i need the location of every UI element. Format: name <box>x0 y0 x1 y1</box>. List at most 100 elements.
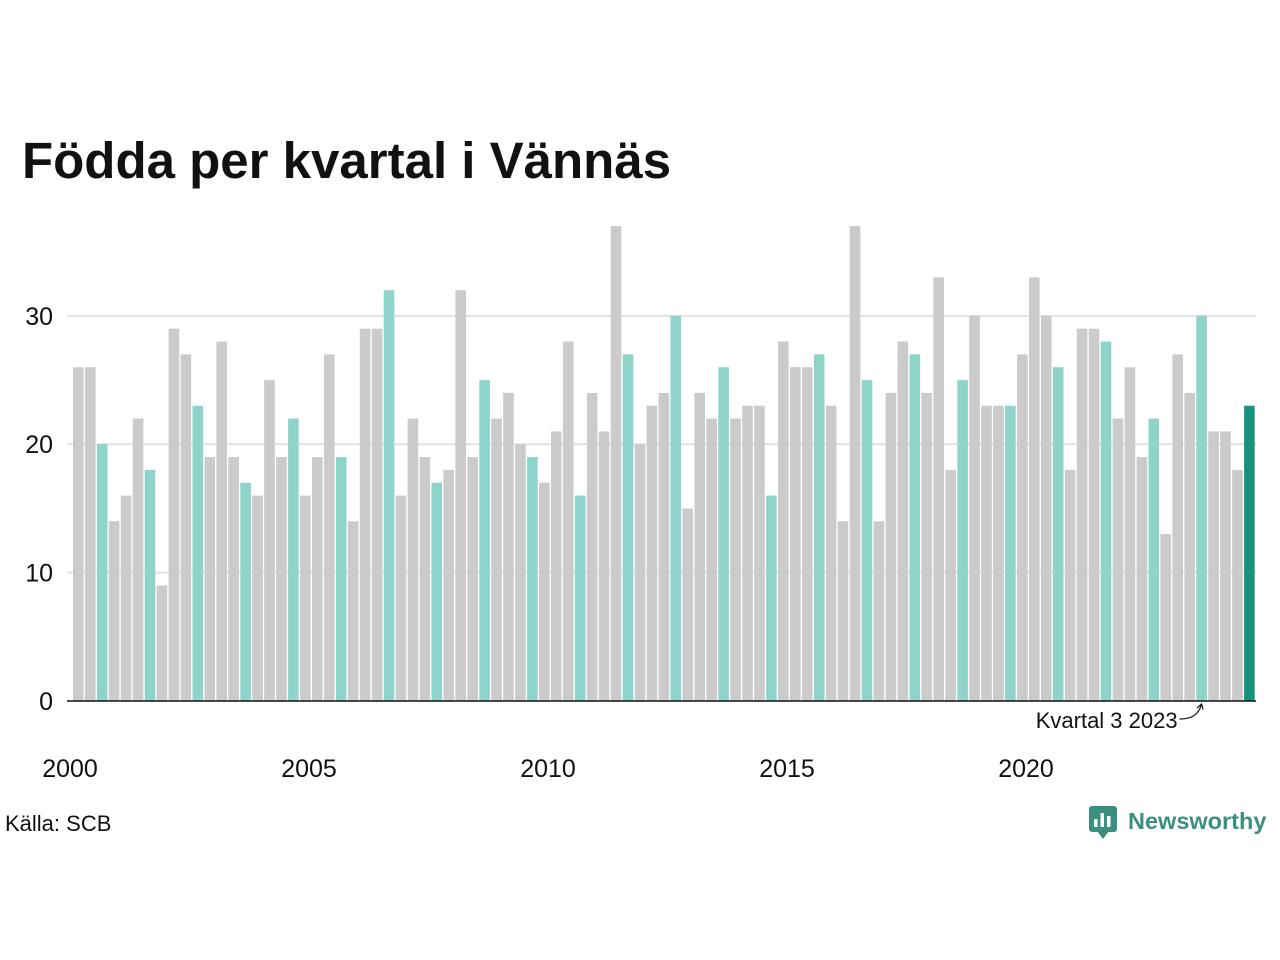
bar-2006-q3 <box>383 290 395 701</box>
bar-2007-q3 <box>431 482 443 701</box>
bar-2008-q3 <box>479 380 490 701</box>
x-tick-label: 2000 <box>42 755 98 783</box>
bar-2009-q2 <box>515 444 526 701</box>
bar-2005-q1 <box>312 457 323 701</box>
x-tick-label: 2015 <box>759 755 815 783</box>
newsworthy-logo-text: Newsworthy <box>1128 808 1266 834</box>
bar-2008-q4 <box>491 418 502 701</box>
y-tick-label: 30 <box>25 303 53 331</box>
bar-2014-q1 <box>742 405 753 701</box>
bar-2002-q1 <box>168 328 180 701</box>
bar-2017-q4 <box>921 392 933 701</box>
bar-2000-q2 <box>84 367 96 701</box>
bar-2020-q4 <box>1064 469 1076 701</box>
bar-2009-q1 <box>503 392 514 701</box>
bar-2015-q2 <box>801 367 813 701</box>
bar-2007-q1 <box>407 418 419 701</box>
bar-2022-q1 <box>1124 367 1136 701</box>
bar-2024-q2 <box>1232 469 1243 701</box>
bar-2000-q3 <box>96 444 108 701</box>
bar-2016-q2 <box>849 226 861 701</box>
y-tick-label: 20 <box>25 431 53 459</box>
bar-2010-q3 <box>574 495 586 701</box>
bar-2010-q1 <box>551 431 562 701</box>
bar-2007-q4 <box>443 469 455 701</box>
bar-2024-q3 <box>1244 405 1255 701</box>
bar-2016-q4 <box>873 521 885 701</box>
bar-2003-q4 <box>252 495 263 701</box>
bar-2013-q4 <box>730 418 741 701</box>
bar-2016-q1 <box>837 521 849 701</box>
bar-2014-q4 <box>778 341 789 701</box>
bar-2003-q1 <box>216 341 227 701</box>
bar-2018-q2 <box>945 469 956 701</box>
y-tick-label: 10 <box>25 560 53 588</box>
bar-2005-q2 <box>323 354 335 701</box>
bar-2004-q1 <box>264 380 275 701</box>
bar-2015-q4 <box>825 405 837 701</box>
x-tick-label: 2010 <box>520 755 576 783</box>
bar-2009-q4 <box>539 482 550 701</box>
bar-2022-q3 <box>1148 418 1160 701</box>
source-note: Källa: SCB <box>5 811 111 836</box>
bar-2019-q4 <box>1017 354 1028 701</box>
bar-2022-q2 <box>1136 457 1148 701</box>
bar-2018-q4 <box>969 315 980 701</box>
bar-2017-q2 <box>897 341 909 701</box>
bar-2020-q3 <box>1052 367 1064 701</box>
bar-2012-q4 <box>682 508 694 701</box>
bar-2006-q4 <box>395 495 407 701</box>
bar-2016-q3 <box>861 380 873 701</box>
bar-2006-q2 <box>371 328 383 701</box>
bar-2011-q2 <box>610 226 622 701</box>
bar-2023-q3 <box>1196 315 1207 701</box>
bar-2002-q3 <box>192 405 204 701</box>
bar-2020-q1 <box>1029 277 1040 701</box>
bar-2014-q2 <box>754 405 765 701</box>
bar-2012-q1 <box>646 405 658 701</box>
bar-2018-q3 <box>957 380 968 701</box>
annotation-label: Kvartal 3 2023 <box>1036 708 1178 733</box>
plot-area: 0 10 20 30 2000 2005 2010 2015 2020 Kvartal 3 202… <box>25 226 1256 783</box>
bar-2011-q1 <box>598 431 610 701</box>
bar-2002-q2 <box>180 354 192 701</box>
bar-2017-q3 <box>909 354 921 701</box>
bar-2021-q2 <box>1088 328 1100 701</box>
bar-2017-q1 <box>885 392 897 701</box>
bar-2008-q1 <box>455 290 466 701</box>
bar-2015-q3 <box>813 354 825 701</box>
bar-2013-q1 <box>694 392 705 701</box>
bar-2008-q2 <box>467 457 478 701</box>
bar-2005-q4 <box>347 521 359 701</box>
bar-2013-q2 <box>706 418 717 701</box>
bar-2007-q2 <box>419 457 431 701</box>
bar-2011-q4 <box>634 444 646 701</box>
bar-2010-q4 <box>586 392 598 701</box>
bar-2019-q2 <box>993 405 1004 701</box>
bar-2021-q1 <box>1076 328 1088 701</box>
bar-2019-q3 <box>1005 405 1016 701</box>
bar-2001-q2 <box>132 418 144 701</box>
bar-2010-q2 <box>562 341 574 701</box>
chart-title: Födda per kvartal i Vännäs <box>22 132 671 189</box>
bar-2001-q4 <box>156 585 168 701</box>
bar-2023-q2 <box>1184 392 1195 701</box>
bar-2014-q3 <box>766 495 777 701</box>
bar-2004-q3 <box>288 418 299 701</box>
y-tick-label: 0 <box>39 688 53 716</box>
bar-2011-q3 <box>622 354 634 701</box>
bar-2000-q4 <box>108 521 120 701</box>
bar-2013-q3 <box>718 367 729 701</box>
bar-2000-q1 <box>73 367 84 701</box>
bar-2002-q4 <box>204 457 216 701</box>
x-tick-label: 2005 <box>281 755 337 783</box>
bar-2023-q4 <box>1208 431 1219 701</box>
bar-2003-q2 <box>228 457 239 701</box>
bar-2024-q1 <box>1220 431 1231 701</box>
bar-2020-q2 <box>1040 315 1052 701</box>
bar-2006-q1 <box>359 328 371 701</box>
bar-2009-q3 <box>527 457 538 701</box>
x-tick-label: 2020 <box>998 755 1054 783</box>
bar-2018-q1 <box>933 277 944 701</box>
